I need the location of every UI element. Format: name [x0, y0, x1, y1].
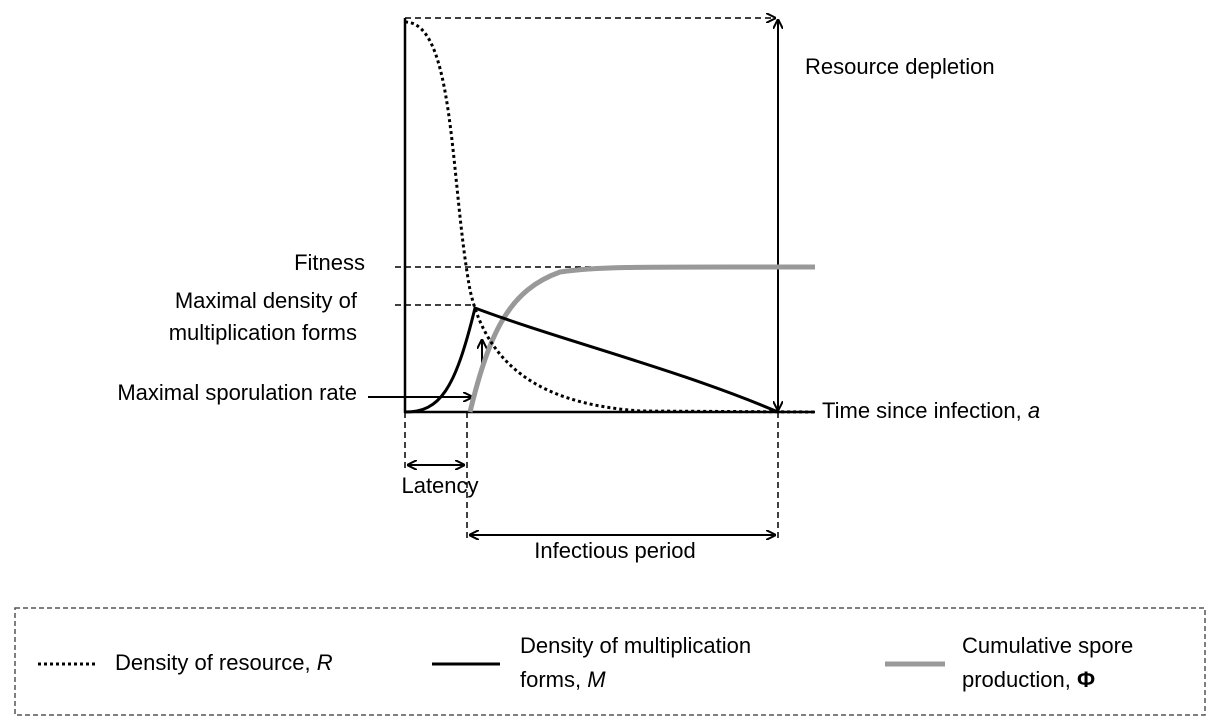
- label: multiplication forms: [169, 320, 357, 345]
- legend-entry: Density of multiplication: [520, 633, 751, 658]
- label: Maximal density of: [175, 288, 358, 313]
- label: Infectious period: [534, 538, 695, 563]
- legend-text: Density of resource,: [115, 650, 317, 675]
- legend-text: Φ: [1077, 667, 1095, 692]
- legend-text: M: [587, 667, 606, 692]
- guides: [395, 18, 815, 542]
- label: Latency: [401, 473, 478, 498]
- legend-entry: Cumulative spore: [962, 633, 1133, 658]
- resource-curve: [404, 20, 816, 414]
- label: Time since infection,: [822, 398, 1028, 423]
- label: a: [1028, 398, 1040, 423]
- legend-entry: production, Φ: [962, 667, 1095, 692]
- multiplication-curve: [404, 305, 779, 414]
- legend-text: production,: [962, 667, 1077, 692]
- label: Resource depletion: [805, 54, 995, 79]
- legend: Density of resource, R Density of multip…: [14, 607, 1206, 716]
- label: Fitness: [294, 250, 365, 275]
- label: Time since infection, a: [822, 398, 1040, 423]
- arrows: [368, 20, 778, 535]
- cumulative-curve: [467, 264, 816, 413]
- labels: Resource depletion Fitness Maximal densi…: [117, 54, 1040, 563]
- label: Maximal sporulation rate: [117, 380, 357, 405]
- legend-entry: Density of resource, R: [115, 650, 333, 675]
- legend-text: R: [317, 650, 333, 675]
- legend-text: forms,: [520, 667, 587, 692]
- legend-entry: forms, M: [520, 667, 606, 692]
